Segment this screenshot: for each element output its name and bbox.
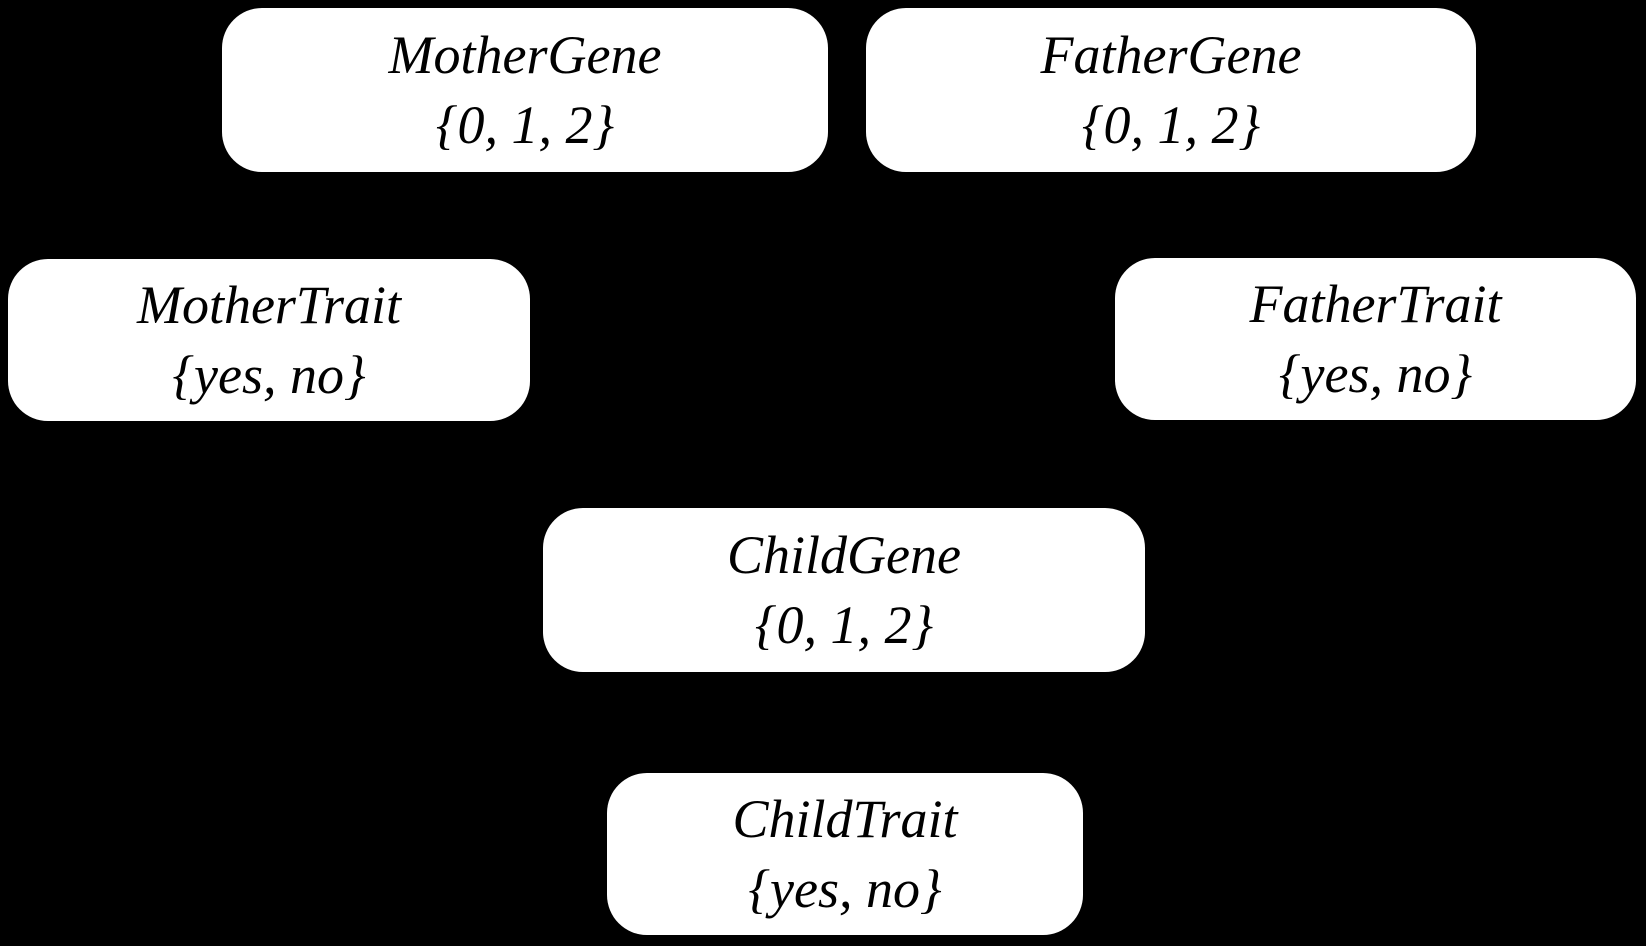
node-title: MotherGene xyxy=(388,25,662,85)
node-value-domain: {yes, no} xyxy=(1278,344,1473,404)
node-father-trait[interactable]: FatherTrait {yes, no} xyxy=(1115,258,1636,420)
node-child-trait[interactable]: ChildTrait {yes, no} xyxy=(607,773,1083,935)
node-value-domain: {0, 1, 2} xyxy=(435,95,615,155)
node-title: FatherTrait xyxy=(1249,274,1502,334)
node-title: MotherTrait xyxy=(136,275,402,335)
node-value-domain: {0, 1, 2} xyxy=(754,595,934,655)
node-child-gene[interactable]: ChildGene {0, 1, 2} xyxy=(543,508,1145,672)
node-father-gene[interactable]: FatherGene {0, 1, 2} xyxy=(866,8,1476,172)
node-mother-trait[interactable]: MotherTrait {yes, no} xyxy=(8,259,530,421)
node-title: ChildTrait xyxy=(732,789,958,849)
node-mother-gene[interactable]: MotherGene {0, 1, 2} xyxy=(222,8,828,172)
node-value-domain: {0, 1, 2} xyxy=(1081,95,1261,155)
node-title: FatherGene xyxy=(1040,25,1302,85)
node-value-domain: {yes, no} xyxy=(172,345,366,405)
node-value-domain: {yes, no} xyxy=(748,859,942,919)
node-title: ChildGene xyxy=(727,525,961,585)
